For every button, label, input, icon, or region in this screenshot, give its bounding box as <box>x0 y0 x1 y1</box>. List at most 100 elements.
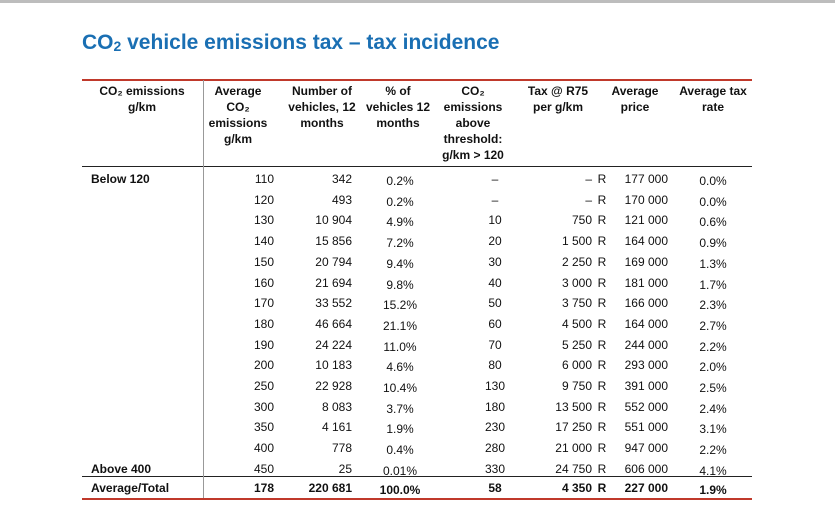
table-cell: 150 <box>253 254 274 269</box>
table-cell: 30 <box>488 254 502 269</box>
table-cell: R <box>597 234 607 249</box>
table-cell: 9.8% <box>386 277 414 292</box>
table-cell: 2.4% <box>699 401 727 416</box>
table-cell: 60 <box>488 316 502 331</box>
table-cell: 551 000 <box>624 420 668 435</box>
table-cell: R <box>597 172 607 186</box>
table-cell: 13 500 <box>555 399 592 414</box>
table-cell: 58 <box>488 481 502 495</box>
table-cell: 20 <box>488 234 502 249</box>
column-header: % of vehicles 12 months <box>365 84 431 130</box>
table-cell: 11.0% <box>383 339 417 354</box>
table-cell: 20 794 <box>315 254 352 269</box>
table-cell: 0.2% <box>386 174 414 188</box>
table-cell: 24 224 <box>315 337 352 352</box>
top-divider <box>0 0 835 3</box>
table-cell: 50 <box>488 296 502 311</box>
table-cell: 21 000 <box>555 441 592 456</box>
table-cell: 778 <box>331 441 352 456</box>
column-divider <box>203 80 204 498</box>
table-cell: 606 000 <box>624 461 668 476</box>
table-cell: 2.2% <box>699 339 727 354</box>
table-cell: 46 664 <box>315 316 352 331</box>
table-cell: – <box>491 172 499 186</box>
total-top-rule <box>82 476 752 477</box>
table-cell: 160 <box>253 275 274 290</box>
table-cell: 8 083 <box>321 399 352 414</box>
table-cell: 15 856 <box>315 234 352 249</box>
table-cell: – <box>585 192 592 207</box>
table-cell: R <box>597 254 607 269</box>
table-cell: 130 <box>253 213 274 228</box>
table-cell: 33 552 <box>315 296 352 311</box>
table-cell: 330 <box>484 461 506 476</box>
table-cell: 2.7% <box>699 318 727 333</box>
table-cell: 178 <box>253 481 274 495</box>
table-cell: 4.1% <box>699 463 727 478</box>
table-cell: 2.2% <box>699 443 727 458</box>
table-cell: 181 000 <box>624 275 668 290</box>
table-cell: 3.1% <box>699 422 727 437</box>
table-cell: 400 <box>253 441 274 456</box>
table-cell: 166 000 <box>624 296 668 311</box>
column-header: Tax @ R75 per g/km <box>527 84 589 114</box>
table-cell: 22 928 <box>315 379 352 393</box>
table-cell: 227 000 <box>624 481 668 495</box>
table-cell: 170 000 <box>624 192 668 207</box>
table-cell: 190 <box>253 337 274 352</box>
table-cell: 220 681 <box>308 481 352 495</box>
table-cell: R <box>597 399 607 414</box>
table-cell: R <box>597 275 607 290</box>
table-cell: 4 161 <box>321 420 352 435</box>
header-bottom-rule <box>82 166 752 167</box>
page-title: CO2 vehicle emissions tax – tax incidenc… <box>82 31 500 54</box>
table-cell: 230 <box>484 420 506 435</box>
table-cell: 1.7% <box>699 277 727 292</box>
table-cell: 1.9% <box>699 483 727 497</box>
table-top-rule <box>82 79 752 81</box>
table-cell: R <box>597 296 607 311</box>
table-cell: 140 <box>253 234 274 249</box>
table-cell: 120 <box>253 192 274 207</box>
table-cell: 164 000 <box>624 234 668 249</box>
table-cell: 0.0% <box>699 194 727 209</box>
column-header: Average tax rate <box>679 84 747 114</box>
table-cell: 1.3% <box>699 256 727 271</box>
table-cell: 9.4% <box>386 256 414 271</box>
table-cell: 3 750 <box>561 296 592 311</box>
table-cell: – <box>491 192 499 207</box>
table-cell: 0.2% <box>386 194 414 209</box>
table-cell: R <box>597 461 607 476</box>
column-header: CO₂ emissions above threshold: g/km > 120 <box>442 84 504 162</box>
table-cell: 7.2% <box>386 236 414 251</box>
table-cell: 164 000 <box>624 316 668 331</box>
table-cell: R <box>597 213 607 228</box>
table-cell: 21 694 <box>315 275 352 290</box>
table-cell: 15.2% <box>382 298 418 313</box>
table-cell: 0.01% <box>382 463 418 478</box>
table-cell: 2.3% <box>699 298 727 313</box>
table-cell: 177 000 <box>624 172 668 186</box>
table-cell: 10 183 <box>315 358 352 373</box>
table-cell: 250 <box>253 379 274 393</box>
table-cell: Below 120 <box>91 172 150 186</box>
table-cell: – <box>585 172 592 186</box>
table-cell: Average/Total <box>91 481 170 495</box>
table-cell: 4.9% <box>386 215 414 230</box>
table-cell: 10 904 <box>315 213 352 228</box>
table-cell: 40 <box>488 275 502 290</box>
table-cell: 200 <box>253 358 274 373</box>
table-cell: 25 <box>338 461 352 476</box>
table-cell: 450 <box>253 461 274 476</box>
table-cell: 100.0% <box>379 483 421 497</box>
table-cell: R <box>597 420 607 435</box>
table-cell: 9 750 <box>561 379 592 393</box>
table-cell: 2 250 <box>561 254 592 269</box>
table-cell: 300 <box>253 399 274 414</box>
table-cell: 244 000 <box>624 337 668 352</box>
table-cell: 947 000 <box>624 441 668 456</box>
table-cell: 4.6% <box>386 360 414 375</box>
table-cell: 1 500 <box>561 234 592 249</box>
table-cell: 17 250 <box>555 420 592 435</box>
table-cell: R <box>597 481 607 495</box>
